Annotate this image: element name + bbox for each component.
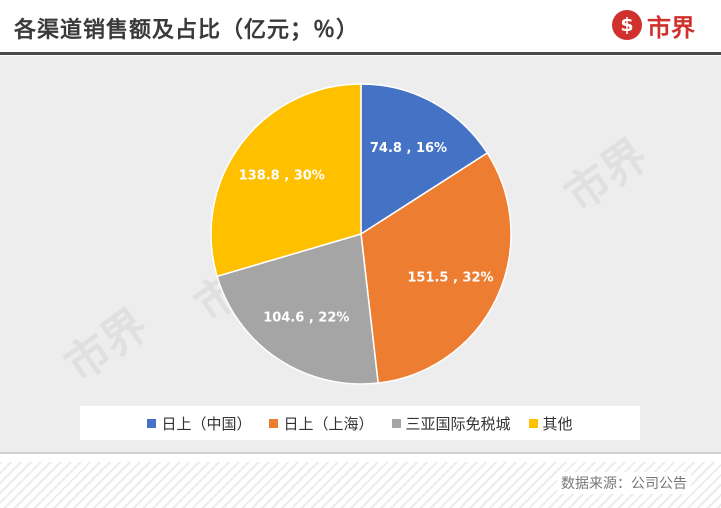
legend-swatch (269, 418, 279, 428)
source-note: 数据来源：公司公告 (557, 472, 691, 494)
pie-slice-sanya (216, 233, 379, 385)
logo-text: 市界 (647, 13, 695, 42)
legend-item-china: 日上（中国） (147, 413, 251, 434)
logo-badge-icon: $ (612, 10, 642, 40)
page-title: 各渠道销售额及占比（亿元；％） (14, 18, 360, 43)
legend-label: 日上（上海） (283, 414, 374, 433)
pie-slice-shanghai (360, 151, 512, 384)
legend-item-other: 其他 (528, 413, 573, 434)
data-label-shanghai: 151.5 , 32% (407, 270, 493, 285)
data-label-china: 74.8 , 16% (370, 141, 447, 156)
legend-label: 日上（中国） (161, 414, 252, 433)
legend-item-sanya: 三亚国际免税城 (391, 413, 511, 434)
data-label-other: 138.8 , 30% (239, 169, 325, 184)
panel-divider (0, 452, 721, 454)
pie-slice-china (360, 83, 489, 236)
legend-label: 三亚国际免税城 (405, 414, 511, 433)
footer: 数据来源：公司公告 (0, 454, 721, 508)
legend-swatch (147, 418, 157, 428)
data-label-sanya: 104.6 , 22% (263, 311, 349, 326)
legend-label: 其他 (542, 414, 573, 433)
brand-logo: $ 市界 (612, 8, 695, 42)
header-divider (0, 52, 721, 55)
pie-slice-other (210, 83, 362, 278)
legend-swatch (391, 418, 401, 428)
legend-item-shanghai: 日上（上海） (269, 413, 374, 434)
chart-legend: 日上（中国） 日上（上海） 三亚国际免税城 其他 (80, 406, 640, 440)
header: 各渠道销售额及占比（亿元；％） $ 市界 (0, 0, 721, 54)
legend-swatch (528, 418, 538, 428)
